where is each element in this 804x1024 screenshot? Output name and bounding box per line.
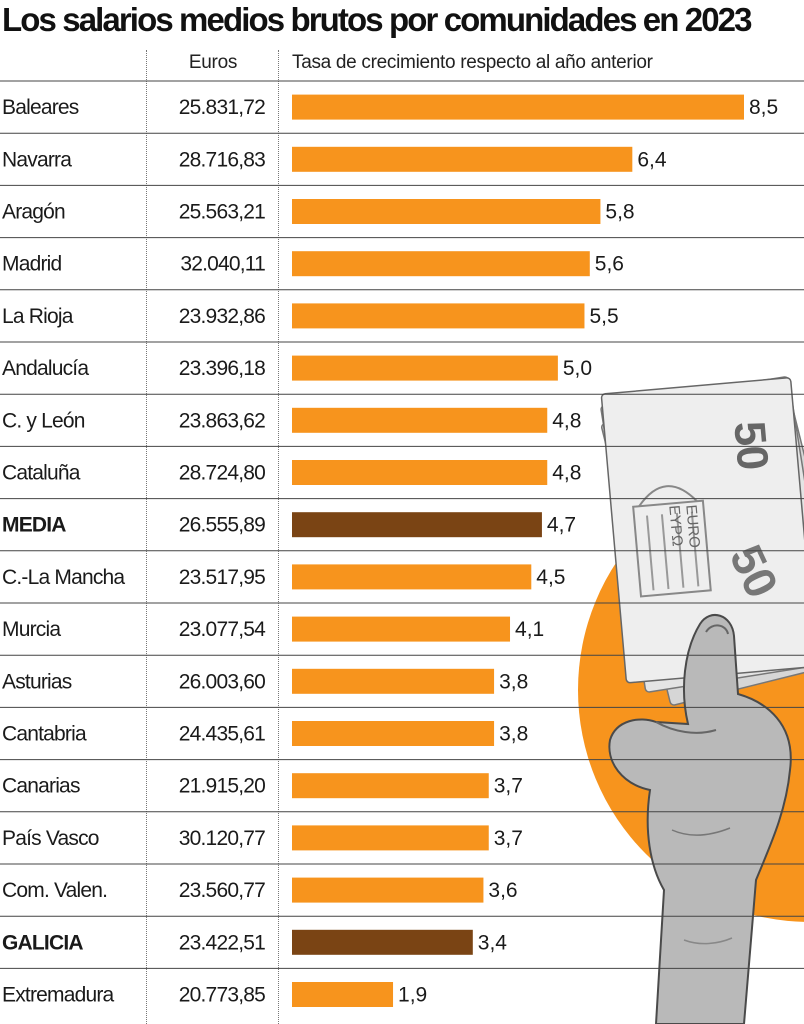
euro-value: 24.435,61	[179, 723, 265, 746]
bar	[292, 929, 473, 955]
bar	[292, 721, 495, 746]
category-label: Extremadura	[2, 984, 115, 1007]
euro-value: 23.517,95	[179, 566, 265, 589]
bar	[292, 251, 590, 277]
euro-value: 23.422,51	[179, 931, 265, 954]
data-label: 8,5	[749, 96, 778, 119]
banknote-denomination: 50	[724, 419, 777, 472]
data-label: 3,7	[494, 775, 523, 798]
hand-holding-euro-banknotes-icon: 50 50 EURO EYPΩ	[578, 376, 804, 1024]
bar	[292, 668, 495, 694]
bar	[292, 825, 489, 851]
banknote-euro-text: EURO	[682, 504, 703, 549]
bar	[292, 407, 548, 433]
category-label: Andalucía	[2, 357, 89, 380]
hand	[608, 613, 792, 1024]
euro-value: 20.773,85	[179, 984, 265, 1007]
data-label: 5,6	[595, 253, 624, 276]
category-label: La Rioja	[2, 305, 74, 328]
category-label: Madrid	[2, 253, 62, 276]
euro-value: 28.724,80	[179, 462, 265, 485]
euro-value: 30.120,77	[179, 827, 265, 850]
category-label: Cataluña	[2, 462, 81, 485]
euro-value: 21.915,20	[179, 775, 265, 798]
data-label: 5,0	[563, 357, 592, 380]
growth-column-header: Tasa de crecimiento respecto al año ante…	[292, 52, 653, 73]
banknote-eypo-text: EYPΩ	[665, 504, 686, 547]
euro-value: 26.555,89	[179, 514, 265, 537]
category-label: País Vasco	[2, 827, 99, 850]
euro-value: 28.716,83	[179, 148, 265, 171]
euro-value: 23.863,62	[179, 409, 265, 432]
bar	[292, 146, 633, 172]
euro-value: 32.040,11	[180, 253, 265, 276]
euro-value: 25.831,72	[179, 96, 265, 119]
category-label: Com. Valen.	[2, 879, 107, 902]
euro-value: 23.396,18	[179, 357, 265, 380]
data-label: 3,4	[478, 931, 508, 954]
bar	[292, 616, 511, 642]
data-label: 5,8	[605, 201, 634, 224]
data-label: 3,8	[499, 670, 528, 693]
bar	[292, 773, 489, 799]
data-label: 4,7	[547, 514, 576, 537]
category-label: Canarias	[2, 775, 80, 798]
category-label: Navarra	[2, 148, 72, 171]
category-label: C.-La Mancha	[2, 566, 125, 589]
data-label: 1,9	[398, 984, 427, 1007]
data-label: 4,8	[552, 462, 581, 485]
euro-value: 23.560,77	[179, 879, 265, 902]
data-label: 4,1	[515, 618, 544, 641]
category-label: Asturias	[2, 670, 72, 693]
bar	[292, 982, 394, 1007]
column-divider-right	[278, 50, 279, 1024]
category-label: Aragón	[2, 201, 65, 224]
banknote-stack: 50 50 EURO EYPΩ	[600, 376, 804, 706]
euros-column-header: Euros	[188, 52, 238, 73]
bar	[292, 94, 744, 120]
page-title: Los salarios medios brutos por comunidad…	[2, 1, 752, 38]
bar	[292, 564, 532, 590]
data-label: 3,6	[488, 879, 517, 902]
category-label: C. y León	[2, 409, 85, 432]
category-label: GALICIA	[2, 931, 83, 954]
data-label: 3,7	[494, 827, 523, 850]
category-label: MEDIA	[2, 514, 66, 537]
data-label: 5,5	[589, 305, 618, 328]
bar	[292, 460, 548, 485]
category-label: Baleares	[2, 96, 79, 119]
euro-value: 23.932,86	[179, 305, 265, 328]
data-label: 4,8	[552, 409, 581, 432]
category-label: Murcia	[2, 618, 61, 641]
bar	[292, 877, 484, 903]
bar	[292, 199, 601, 224]
euro-value: 23.077,54	[179, 618, 266, 641]
bar	[292, 303, 585, 329]
column-divider-left	[146, 50, 147, 1024]
category-label: Cantabria	[2, 723, 87, 746]
data-label: 6,4	[637, 148, 667, 171]
data-label: 3,8	[499, 723, 528, 746]
euro-value: 25.563,21	[179, 201, 265, 224]
bar	[292, 512, 542, 538]
bar	[292, 355, 558, 381]
data-label: 4,5	[536, 566, 565, 589]
euro-value: 26.003,60	[179, 670, 265, 693]
